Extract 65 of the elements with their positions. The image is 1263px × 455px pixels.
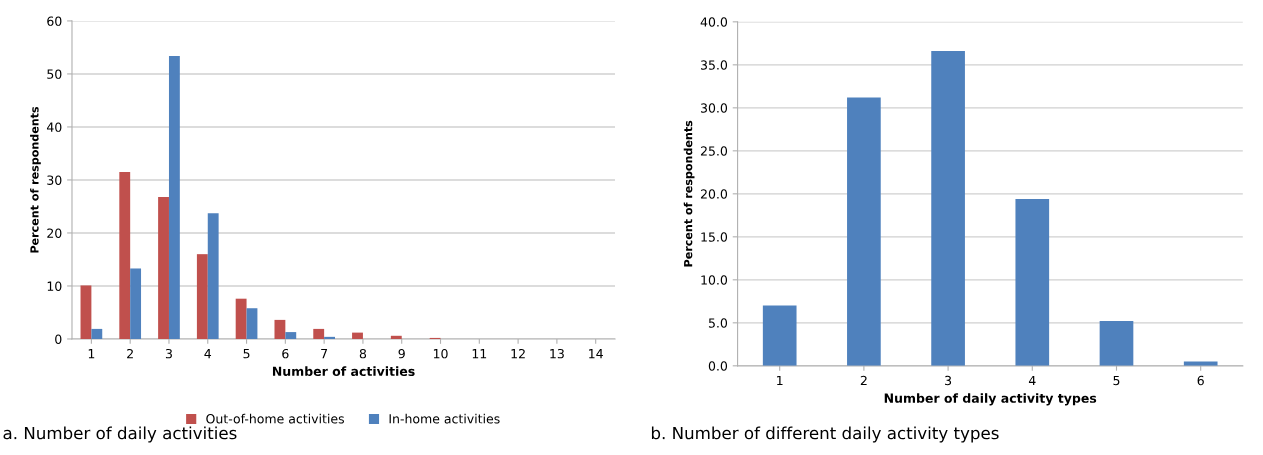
y-tick-label: 10 bbox=[47, 281, 62, 291]
y-tick-label: 0 bbox=[55, 334, 62, 344]
x-tick-label: 14 bbox=[589, 349, 603, 359]
x-tick-label: 3 bbox=[945, 375, 952, 386]
x-tick-label: 1 bbox=[88, 349, 95, 359]
x-tick-label: 11 bbox=[472, 349, 487, 359]
bar bbox=[168, 55, 180, 339]
x-tick-label: 3 bbox=[165, 348, 172, 359]
x-tick-label: 9 bbox=[398, 348, 405, 359]
y-tick-label: 35.0 bbox=[700, 60, 728, 70]
bar bbox=[390, 335, 402, 339]
text: b. Number of different daily activity types bbox=[651, 426, 999, 443]
x-tick-label: 1 bbox=[777, 375, 783, 386]
x-tick-label: 13 bbox=[550, 348, 564, 359]
bar bbox=[119, 172, 131, 339]
x-tick-label: 8 bbox=[359, 348, 367, 359]
bar bbox=[352, 332, 363, 339]
x-axis-title: Number of activities bbox=[272, 366, 415, 377]
y-tick-label: 20.0 bbox=[700, 189, 728, 199]
bar bbox=[762, 305, 797, 366]
bar bbox=[931, 51, 965, 366]
y-tick-label: 40 bbox=[46, 122, 62, 132]
y-tick-label: 20 bbox=[47, 228, 62, 238]
x-tick-label: 7 bbox=[321, 349, 328, 359]
bar bbox=[1099, 321, 1134, 366]
bar bbox=[313, 328, 325, 339]
y-tick-label: 40.0 bbox=[700, 17, 728, 27]
bar bbox=[235, 298, 247, 339]
y-tick-label: 0.0 bbox=[708, 361, 728, 371]
bar bbox=[847, 97, 881, 366]
bar bbox=[80, 285, 92, 339]
y-axis-title: Percent of respondents bbox=[30, 106, 41, 253]
bar bbox=[1015, 198, 1050, 366]
x-axis-title: Number of daily activity types bbox=[884, 393, 1097, 406]
x-tick-label: 6 bbox=[1197, 375, 1204, 386]
y-axis-title: Percent of respondents bbox=[683, 120, 695, 267]
bar bbox=[130, 268, 142, 339]
x-tick-label: 10 bbox=[433, 348, 448, 359]
x-tick-label: 6 bbox=[282, 348, 289, 359]
x-tick-label: 5 bbox=[243, 349, 250, 359]
y-tick-label: 5.0 bbox=[708, 318, 728, 328]
x-tick-label: 12 bbox=[511, 348, 525, 359]
legend-label: Out-of-home activities bbox=[206, 413, 345, 424]
x-tick-label: 4 bbox=[1028, 375, 1036, 386]
x-tick-label: 2 bbox=[860, 375, 867, 386]
bar bbox=[207, 213, 219, 339]
y-tick-label: 50 bbox=[47, 69, 62, 79]
bar bbox=[246, 308, 258, 339]
y-tick-label: 30 bbox=[47, 175, 62, 185]
x-tick-label: 5 bbox=[1113, 375, 1120, 386]
bar bbox=[158, 196, 169, 339]
bar bbox=[196, 254, 208, 339]
text: a. Number of daily activities bbox=[3, 426, 237, 443]
bar bbox=[324, 336, 335, 339]
y-tick-label: 60 bbox=[47, 16, 62, 26]
x-tick-label: 4 bbox=[204, 349, 212, 359]
bar bbox=[91, 328, 103, 339]
y-tick-label: 15.0 bbox=[701, 232, 728, 242]
bar bbox=[285, 332, 297, 339]
x-tick-label: 2 bbox=[127, 348, 133, 359]
y-tick-label: 25.0 bbox=[700, 146, 728, 156]
y-tick-label: 30.0 bbox=[700, 103, 728, 113]
legend-label: In-home activities bbox=[389, 413, 500, 424]
y-tick-label: 10.0 bbox=[701, 275, 728, 285]
bar bbox=[274, 319, 286, 339]
